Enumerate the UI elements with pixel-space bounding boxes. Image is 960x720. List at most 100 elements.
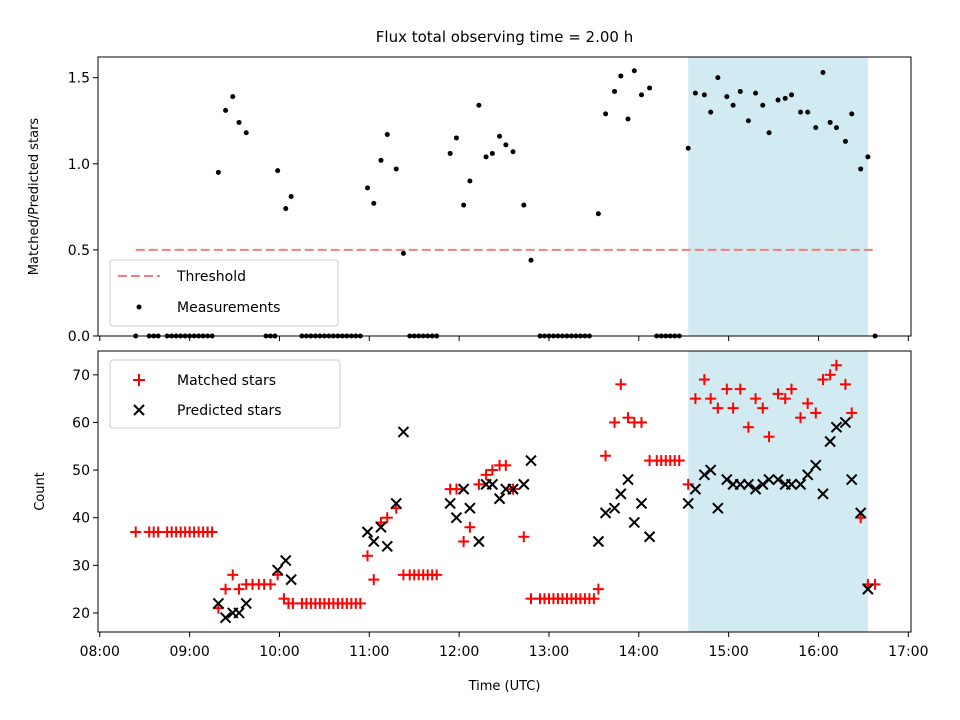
predicted-star-point	[601, 508, 611, 518]
predicted-star-point	[474, 537, 484, 547]
legend-predicted-label: Predicted stars	[177, 403, 282, 419]
matched-star-point	[636, 417, 647, 428]
measurement-point	[371, 201, 376, 206]
measurement-point	[467, 179, 472, 184]
matched-star-point	[464, 522, 475, 533]
predicted-star-point	[465, 503, 475, 513]
top-y-tick-label: 1.0	[68, 157, 90, 173]
bottom-y-tick-label: 20	[72, 606, 90, 622]
predicted-star-point	[286, 575, 296, 585]
measurement-point	[834, 125, 839, 130]
measurement-point	[401, 251, 406, 256]
legend-measurements-label: Measurements	[177, 300, 280, 316]
matched-star-point	[362, 550, 373, 561]
measurement-point	[521, 203, 526, 208]
measurement-point	[626, 117, 631, 122]
x-tick-label: 08:00	[80, 644, 120, 660]
matched-star-point	[518, 531, 529, 542]
measurement-point	[708, 110, 713, 115]
measurement-point	[394, 166, 399, 171]
matched-star-point	[130, 526, 141, 537]
measurement-point	[365, 185, 370, 190]
top-y-tick-label: 0.5	[68, 243, 90, 259]
predicted-star-point	[451, 513, 461, 523]
predicted-star-point	[526, 456, 536, 466]
measurement-point	[783, 96, 788, 101]
predicted-star-point	[281, 556, 291, 566]
measurement-point	[805, 110, 810, 115]
predicted-star-point	[398, 427, 408, 437]
x-axis-label: Time (UTC)	[468, 679, 541, 694]
measurement-point	[702, 92, 707, 97]
x-tick-label: 12:00	[439, 644, 479, 660]
measurement-point	[686, 146, 691, 151]
measurement-point	[776, 98, 781, 103]
measurement-point	[511, 149, 516, 154]
figure: 0.0 0.5 1.0 1.5 Flux total observing time =…	[0, 0, 960, 720]
bottom-y-tick-label: 40	[72, 511, 90, 527]
bottom-y-ticks: 20 30 40 50 60 70	[72, 368, 98, 622]
predicted-star-point	[369, 537, 379, 547]
chart-title: Flux total observing time = 2.00 h	[376, 28, 633, 46]
measurement-point	[828, 120, 833, 125]
measurement-point	[865, 154, 870, 159]
x-tick-label: 14:00	[619, 644, 659, 660]
bottom-y-tick-label: 70	[72, 368, 90, 384]
matched-star-point	[458, 536, 469, 547]
measurement-point	[244, 130, 249, 135]
predicted-star-point	[593, 537, 603, 547]
x-tick-label: 15:00	[708, 644, 748, 660]
predicted-star-point	[487, 479, 497, 489]
bottom-x-ticks: 08:00 09:00 10:00 11:00 12:00 13:00 14:00 15:00…	[80, 632, 929, 660]
matched-star-point	[265, 579, 276, 590]
top-y-ticks: 0.0 0.5 1.0 1.5	[68, 71, 98, 345]
bottom-panel: 203040506070 08:00 09:00 10:00 11:00 12:00 13…	[33, 351, 928, 694]
top-y-tick-label: 0.0	[68, 329, 90, 345]
legend-threshold-label: Threshold	[176, 269, 246, 285]
measurement-point	[738, 89, 743, 94]
measurement-point	[760, 103, 765, 108]
predicted-star-point	[629, 517, 639, 527]
x-tick-label: 16:00	[798, 644, 838, 660]
measurement-point	[378, 158, 383, 163]
measurement-point	[223, 108, 228, 113]
predicted-star-point	[623, 475, 633, 485]
measurement-point	[237, 120, 242, 125]
measurement-point	[289, 194, 294, 199]
x-tick-label: 17:00	[888, 644, 928, 660]
predicted-star-point	[636, 498, 646, 508]
measurement-point	[448, 151, 453, 156]
measurement-point	[639, 92, 644, 97]
legend-matched-label: Matched stars	[177, 373, 276, 389]
predicted-star-point	[363, 527, 373, 537]
matched-star-point	[368, 574, 379, 585]
measurement-point	[216, 170, 221, 175]
measurement-point	[813, 125, 818, 130]
x-tick-label: 11:00	[349, 644, 389, 660]
measurement-point	[789, 92, 794, 97]
matched-star-point	[870, 579, 881, 590]
predicted-star-point	[610, 503, 620, 513]
top-legend: Threshold Measurements	[110, 260, 338, 326]
measurement-point	[385, 132, 390, 137]
measurement-point	[275, 168, 280, 173]
top-y-tick-label: 1.5	[68, 71, 90, 87]
matched-star-point	[609, 417, 620, 428]
top-x-ticks	[100, 336, 909, 341]
predicted-star-point	[382, 541, 392, 551]
measurement-point	[767, 130, 772, 135]
measurement-point	[632, 68, 637, 73]
measurement-point	[820, 70, 825, 75]
measurement-point	[484, 154, 489, 159]
predicted-star-point	[445, 498, 455, 508]
measurement-point	[454, 135, 459, 140]
measurement-point	[497, 134, 502, 139]
x-tick-label: 10:00	[259, 644, 299, 660]
matched-star-point	[593, 584, 604, 595]
measurement-point	[230, 94, 235, 99]
measurement-point	[476, 103, 481, 108]
matched-star-point	[600, 450, 611, 461]
predicted-star-point	[616, 489, 626, 499]
measurement-point	[746, 118, 751, 123]
measurement-point	[715, 75, 720, 80]
